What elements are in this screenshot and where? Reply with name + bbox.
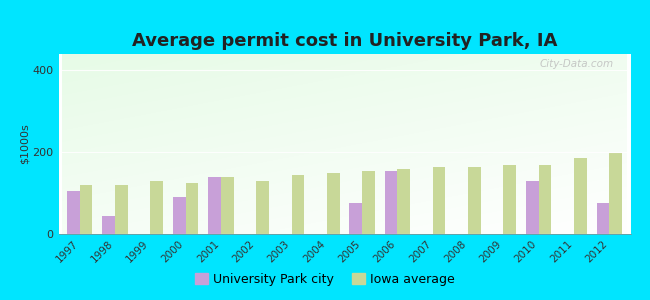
Bar xyxy=(385,171,397,234)
Bar xyxy=(526,181,539,234)
Bar xyxy=(186,183,198,234)
Bar xyxy=(503,165,516,234)
Y-axis label: $1000s: $1000s xyxy=(20,124,30,164)
Bar xyxy=(208,177,221,234)
Bar xyxy=(350,203,362,234)
Bar xyxy=(256,181,269,234)
Text: City-Data.com: City-Data.com xyxy=(540,59,614,69)
Legend: University Park city, Iowa average: University Park city, Iowa average xyxy=(190,268,460,291)
Bar xyxy=(609,153,622,234)
Bar xyxy=(221,177,233,234)
Bar xyxy=(397,169,410,234)
Bar xyxy=(173,197,186,234)
Bar xyxy=(539,165,551,234)
Bar xyxy=(102,216,115,234)
Bar xyxy=(468,167,481,234)
Bar xyxy=(67,191,80,234)
Bar xyxy=(292,175,304,234)
Bar xyxy=(115,185,127,234)
Bar xyxy=(433,167,445,234)
Bar xyxy=(362,171,375,234)
Bar xyxy=(150,181,163,234)
Bar xyxy=(597,203,609,234)
Bar xyxy=(574,158,587,234)
Title: Average permit cost in University Park, IA: Average permit cost in University Park, … xyxy=(132,32,557,50)
Bar xyxy=(327,172,339,234)
Bar xyxy=(80,185,92,234)
